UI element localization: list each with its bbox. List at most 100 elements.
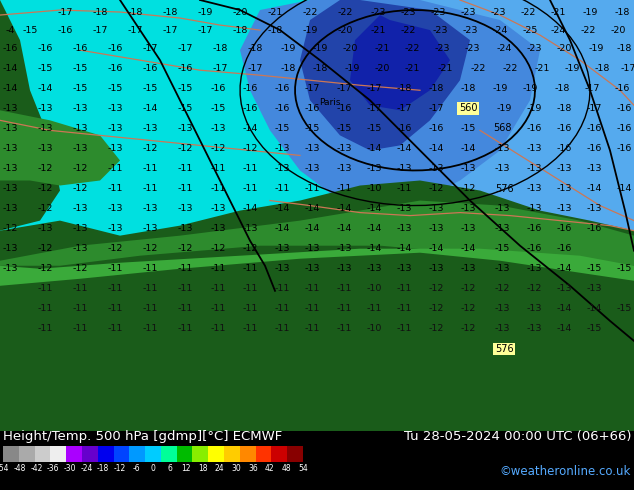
Text: -15: -15 [107, 84, 123, 93]
Text: -14: -14 [142, 104, 158, 113]
Text: -13: -13 [495, 164, 510, 173]
Text: Tu 28-05-2024 00:00 UTC (06+66): Tu 28-05-2024 00:00 UTC (06+66) [403, 430, 631, 443]
Text: -12: -12 [37, 264, 53, 273]
Text: -19: -19 [302, 25, 318, 35]
Text: -19: -19 [344, 64, 359, 73]
Text: -19: -19 [280, 44, 295, 52]
Text: -17: -17 [304, 84, 320, 93]
Text: -14: -14 [556, 264, 572, 273]
Text: -17: -17 [162, 25, 178, 35]
Text: -11: -11 [242, 324, 257, 333]
Text: -11: -11 [37, 304, 53, 314]
Text: -13: -13 [242, 224, 258, 233]
Text: -13: -13 [366, 264, 382, 273]
Text: -13: -13 [275, 164, 290, 173]
Polygon shape [350, 15, 450, 110]
Text: -13: -13 [72, 224, 87, 233]
Text: 576: 576 [495, 344, 514, 354]
Text: -13: -13 [72, 104, 87, 113]
Text: -11: -11 [336, 184, 352, 193]
Text: -17: -17 [142, 44, 158, 52]
Text: -13: -13 [460, 224, 476, 233]
Text: -11: -11 [396, 284, 411, 294]
Bar [161, 446, 177, 462]
Text: 576: 576 [495, 184, 514, 194]
Text: -11: -11 [72, 324, 87, 333]
Text: -19: -19 [197, 7, 212, 17]
Text: -13: -13 [428, 164, 444, 173]
Text: -15: -15 [178, 84, 193, 93]
Text: -18: -18 [268, 25, 283, 35]
Text: -11: -11 [210, 264, 226, 273]
Bar [271, 446, 287, 462]
Text: 24: 24 [215, 464, 224, 473]
Text: -11: -11 [107, 324, 123, 333]
Text: -13: -13 [495, 204, 510, 213]
Text: -19: -19 [526, 104, 541, 113]
Text: -12: -12 [460, 304, 476, 314]
Text: -13: -13 [460, 264, 476, 273]
Text: -14: -14 [336, 224, 352, 233]
Text: -11: -11 [142, 284, 158, 294]
Bar [50, 446, 66, 462]
Text: -17: -17 [178, 44, 193, 52]
Text: -23: -23 [432, 25, 448, 35]
Polygon shape [500, 251, 634, 431]
Text: -13: -13 [396, 164, 411, 173]
Text: -11: -11 [304, 284, 320, 294]
Text: -13: -13 [586, 284, 602, 294]
Text: -13: -13 [460, 204, 476, 213]
Text: -13: -13 [304, 164, 320, 173]
Text: -13: -13 [428, 224, 444, 233]
Text: -20: -20 [232, 7, 248, 17]
Text: -11: -11 [107, 184, 123, 193]
Text: -13: -13 [72, 124, 87, 133]
Text: 0: 0 [150, 464, 155, 473]
Text: -17: -17 [197, 25, 212, 35]
Text: -14: -14 [304, 224, 320, 233]
Text: -17: -17 [336, 84, 352, 93]
Text: -13: -13 [72, 204, 87, 213]
Text: -11: -11 [107, 284, 123, 294]
Text: -14: -14 [242, 204, 257, 213]
Bar [224, 446, 240, 462]
Text: -14: -14 [556, 304, 572, 314]
Text: -4: -4 [5, 25, 15, 35]
Text: -17: -17 [93, 25, 108, 35]
Bar [66, 446, 82, 462]
Text: -12: -12 [113, 464, 126, 473]
Text: -14: -14 [242, 124, 257, 133]
Text: -24: -24 [550, 25, 566, 35]
Text: -11: -11 [210, 284, 226, 294]
Bar [0, 266, 634, 431]
Text: -22: -22 [404, 44, 420, 52]
Text: -14: -14 [366, 204, 382, 213]
Text: -13: -13 [178, 224, 193, 233]
Text: -20: -20 [374, 64, 390, 73]
Text: -13: -13 [495, 304, 510, 314]
Text: -13: -13 [275, 144, 290, 153]
Text: 48: 48 [281, 464, 291, 473]
Text: -12: -12 [460, 184, 476, 193]
Text: -16: -16 [614, 84, 630, 93]
Text: -18: -18 [232, 25, 248, 35]
Text: -13: -13 [178, 124, 193, 133]
Text: -18: -18 [554, 84, 570, 93]
Text: -17: -17 [586, 104, 602, 113]
Text: -19: -19 [582, 7, 598, 17]
Text: -22: -22 [521, 7, 536, 17]
Text: -10: -10 [366, 324, 382, 333]
Text: -13: -13 [526, 324, 541, 333]
Bar [98, 446, 113, 462]
Text: -16: -16 [586, 124, 602, 133]
Text: -12: -12 [178, 244, 193, 253]
Text: -12: -12 [495, 284, 510, 294]
Text: -14: -14 [366, 144, 382, 153]
Text: -12: -12 [72, 264, 87, 273]
Text: -14: -14 [304, 204, 320, 213]
Text: -13: -13 [210, 224, 226, 233]
Text: -11: -11 [396, 324, 411, 333]
Text: -21: -21 [550, 7, 566, 17]
Text: -16: -16 [556, 224, 572, 233]
Polygon shape [240, 0, 540, 211]
